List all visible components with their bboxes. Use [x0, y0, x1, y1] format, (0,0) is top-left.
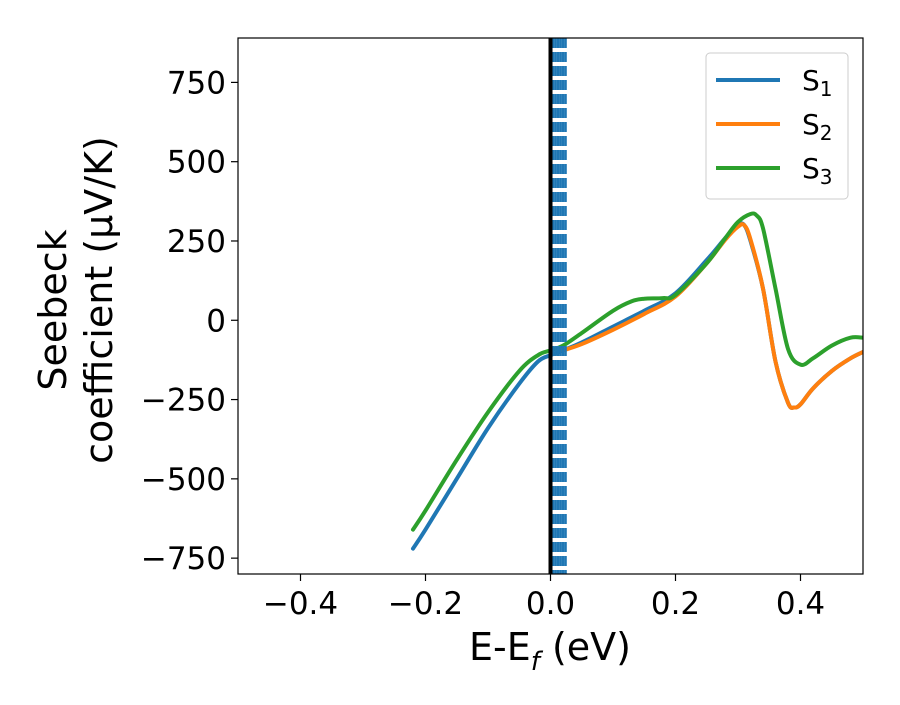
y-tick-label: 250	[167, 224, 226, 260]
plot-area	[411, 38, 863, 574]
legend-label-subscript: 3	[820, 165, 833, 189]
y-tick-label: −500	[141, 462, 226, 498]
x-tick-label: −0.4	[263, 586, 338, 622]
x-tick-label: −0.2	[388, 586, 463, 622]
series-line-s1	[411, 221, 863, 551]
y-axis-ticks: 750 500 250 0 −250 −500 −750	[141, 65, 238, 577]
y-tick-label: −750	[141, 541, 226, 577]
x-tick-label: 0.2	[651, 586, 700, 622]
series-line-s2	[561, 222, 863, 410]
y-axis-label-line1: Seebeck	[31, 229, 75, 390]
x-tick-label: 0.4	[776, 586, 825, 622]
x-tick-label: 0.0	[526, 586, 575, 622]
legend-label-name: S	[802, 64, 820, 97]
legend-label: S1	[802, 64, 833, 101]
legend-label: S3	[802, 152, 833, 189]
y-tick-label: 500	[167, 145, 226, 181]
y-axis-label-line2: coefficient (μV/K)	[77, 136, 121, 464]
series-line-s3	[411, 211, 863, 532]
y-tick-label: 750	[167, 65, 226, 101]
x-axis-ticks: −0.4 −0.2 0.0 0.2 0.4	[263, 574, 825, 622]
x-axis-label-unit: (eV)	[540, 625, 631, 669]
legend-label-name: S	[802, 108, 820, 141]
legend-label-subscript: 2	[820, 121, 833, 145]
legend-label: S2	[802, 108, 833, 145]
legend-label-name: S	[802, 152, 820, 185]
legend-label-subscript: 1	[820, 77, 833, 101]
y-tick-label: 0	[206, 303, 226, 339]
y-tick-label: −250	[141, 383, 226, 419]
x-axis-label: E-Ef (eV)	[469, 625, 631, 677]
